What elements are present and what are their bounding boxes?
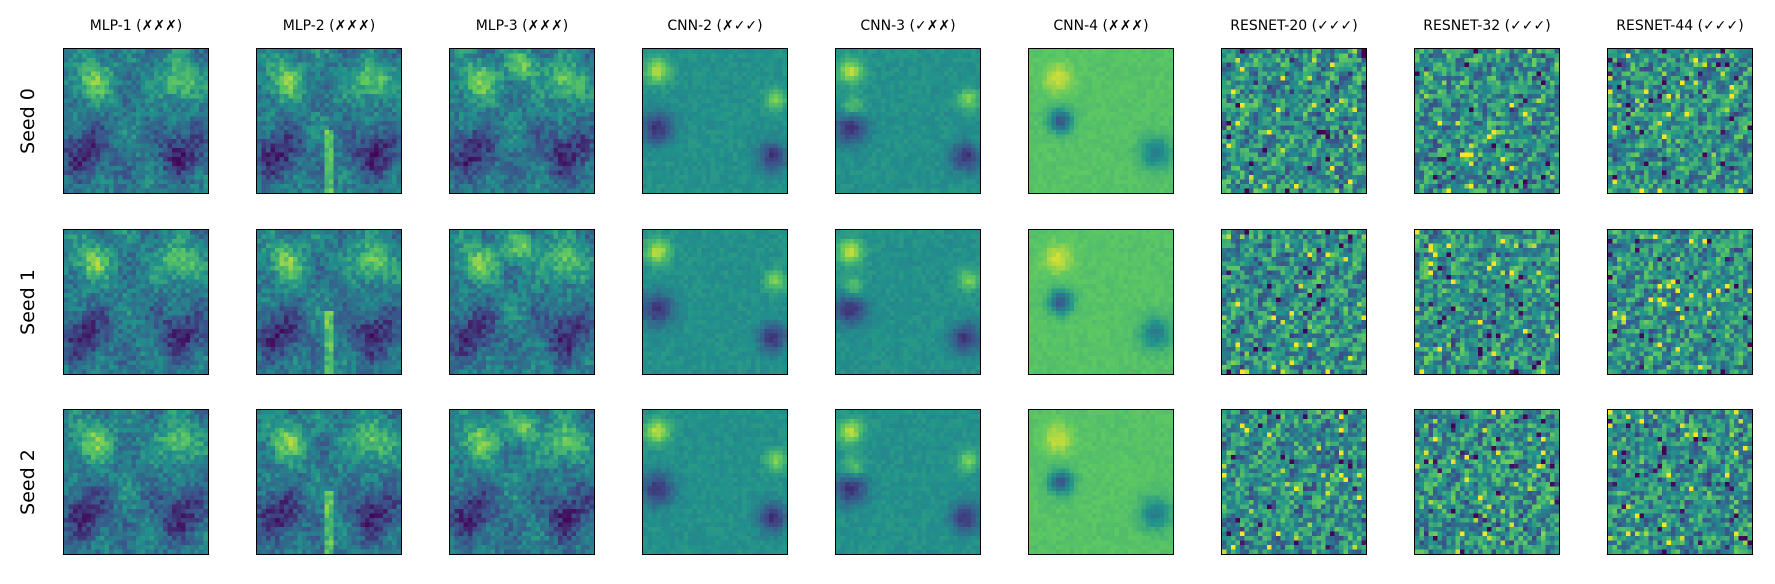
column-title: MLP-2 (✗✗✗): [239, 18, 419, 34]
heatmap-panel: [256, 48, 402, 194]
row-label: Seed 0: [16, 48, 40, 194]
heatmap-panel: [1221, 48, 1367, 194]
heatmap-panel: [642, 48, 788, 194]
heatmap-panel: [1607, 409, 1753, 555]
column-title: CNN-2 (✗✓✓): [625, 18, 805, 34]
heatmap-panel: [1414, 229, 1560, 375]
heatmap-panel: [1607, 229, 1753, 375]
heatmap-panel: [63, 409, 209, 555]
row-label-text: Seed 1: [17, 269, 39, 335]
row-label-text: Seed 0: [17, 88, 39, 154]
column-title: RESNET-44 (✓✓✓): [1590, 18, 1770, 34]
row-label: Seed 1: [16, 229, 40, 375]
heatmap-panel: [1414, 409, 1560, 555]
column-title: CNN-3 (✓✗✗): [818, 18, 998, 34]
heatmap-panel: [835, 229, 981, 375]
row-label-text: Seed 2: [17, 449, 39, 515]
heatmap-panel: [63, 48, 209, 194]
heatmap-panel: [256, 409, 402, 555]
heatmap-panel: [449, 229, 595, 375]
heatmap-panel: [449, 409, 595, 555]
heatmap-panel: [1028, 229, 1174, 375]
column-title: MLP-1 (✗✗✗): [46, 18, 226, 34]
heatmap-panel: [63, 229, 209, 375]
heatmap-panel: [1414, 48, 1560, 194]
row-label: Seed 2: [16, 409, 40, 555]
column-title: CNN-4 (✗✗✗): [1011, 18, 1191, 34]
heatmap-panel: [835, 48, 981, 194]
heatmap-panel: [1028, 48, 1174, 194]
heatmap-panel: [1221, 409, 1367, 555]
heatmap-panel: [1607, 48, 1753, 194]
column-title: MLP-3 (✗✗✗): [432, 18, 612, 34]
heatmap-panel: [1028, 409, 1174, 555]
column-title: RESNET-20 (✓✓✓): [1204, 18, 1384, 34]
heatmap-panel: [449, 48, 595, 194]
heatmap-panel: [642, 409, 788, 555]
heatmap-panel: [642, 229, 788, 375]
heatmap-panel: [1221, 229, 1367, 375]
column-title: RESNET-32 (✓✓✓): [1397, 18, 1577, 34]
heatmap-panel: [256, 229, 402, 375]
heatmap-panel: [835, 409, 981, 555]
